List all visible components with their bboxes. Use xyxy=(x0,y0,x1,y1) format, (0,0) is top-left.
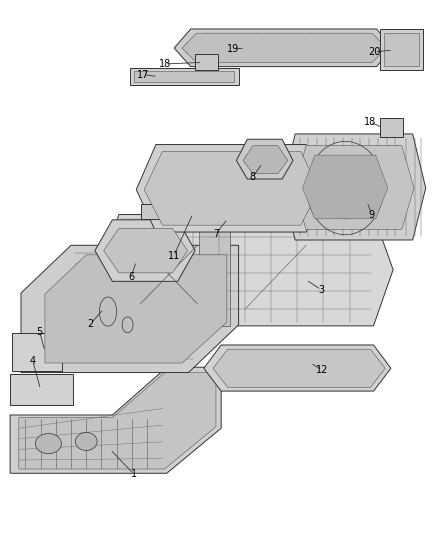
Text: 18: 18 xyxy=(159,59,171,69)
Polygon shape xyxy=(384,33,419,66)
Polygon shape xyxy=(294,146,414,229)
Polygon shape xyxy=(134,71,234,82)
Text: 18: 18 xyxy=(364,117,376,127)
Text: 7: 7 xyxy=(213,229,219,239)
Polygon shape xyxy=(174,29,393,67)
Polygon shape xyxy=(10,367,221,473)
Polygon shape xyxy=(243,146,288,174)
Polygon shape xyxy=(99,215,393,326)
Polygon shape xyxy=(144,151,319,225)
Polygon shape xyxy=(282,134,426,240)
Polygon shape xyxy=(136,144,325,232)
Polygon shape xyxy=(130,68,239,85)
Polygon shape xyxy=(199,215,230,326)
Polygon shape xyxy=(213,349,385,387)
Text: 4: 4 xyxy=(30,356,36,366)
Polygon shape xyxy=(10,374,73,406)
Ellipse shape xyxy=(75,432,97,450)
Polygon shape xyxy=(12,333,62,372)
Polygon shape xyxy=(141,204,300,219)
Polygon shape xyxy=(19,373,216,469)
Polygon shape xyxy=(21,245,239,373)
Text: 20: 20 xyxy=(368,47,381,56)
Text: 9: 9 xyxy=(369,209,375,220)
Text: 19: 19 xyxy=(227,44,240,54)
Text: 17: 17 xyxy=(137,70,149,79)
Polygon shape xyxy=(195,54,218,70)
Text: 12: 12 xyxy=(316,365,328,375)
Text: 6: 6 xyxy=(128,272,134,282)
Polygon shape xyxy=(303,155,388,219)
Polygon shape xyxy=(204,345,391,391)
Text: 11: 11 xyxy=(168,251,180,261)
Polygon shape xyxy=(95,220,195,281)
Text: 8: 8 xyxy=(250,172,256,182)
Polygon shape xyxy=(237,139,293,179)
Text: 2: 2 xyxy=(88,319,94,329)
Text: 5: 5 xyxy=(36,327,43,337)
Text: 3: 3 xyxy=(318,285,325,295)
Polygon shape xyxy=(380,118,403,136)
Polygon shape xyxy=(104,228,187,273)
Text: 1: 1 xyxy=(131,470,137,479)
Polygon shape xyxy=(45,255,227,363)
Polygon shape xyxy=(182,33,387,62)
Ellipse shape xyxy=(35,433,61,454)
Polygon shape xyxy=(380,29,423,70)
